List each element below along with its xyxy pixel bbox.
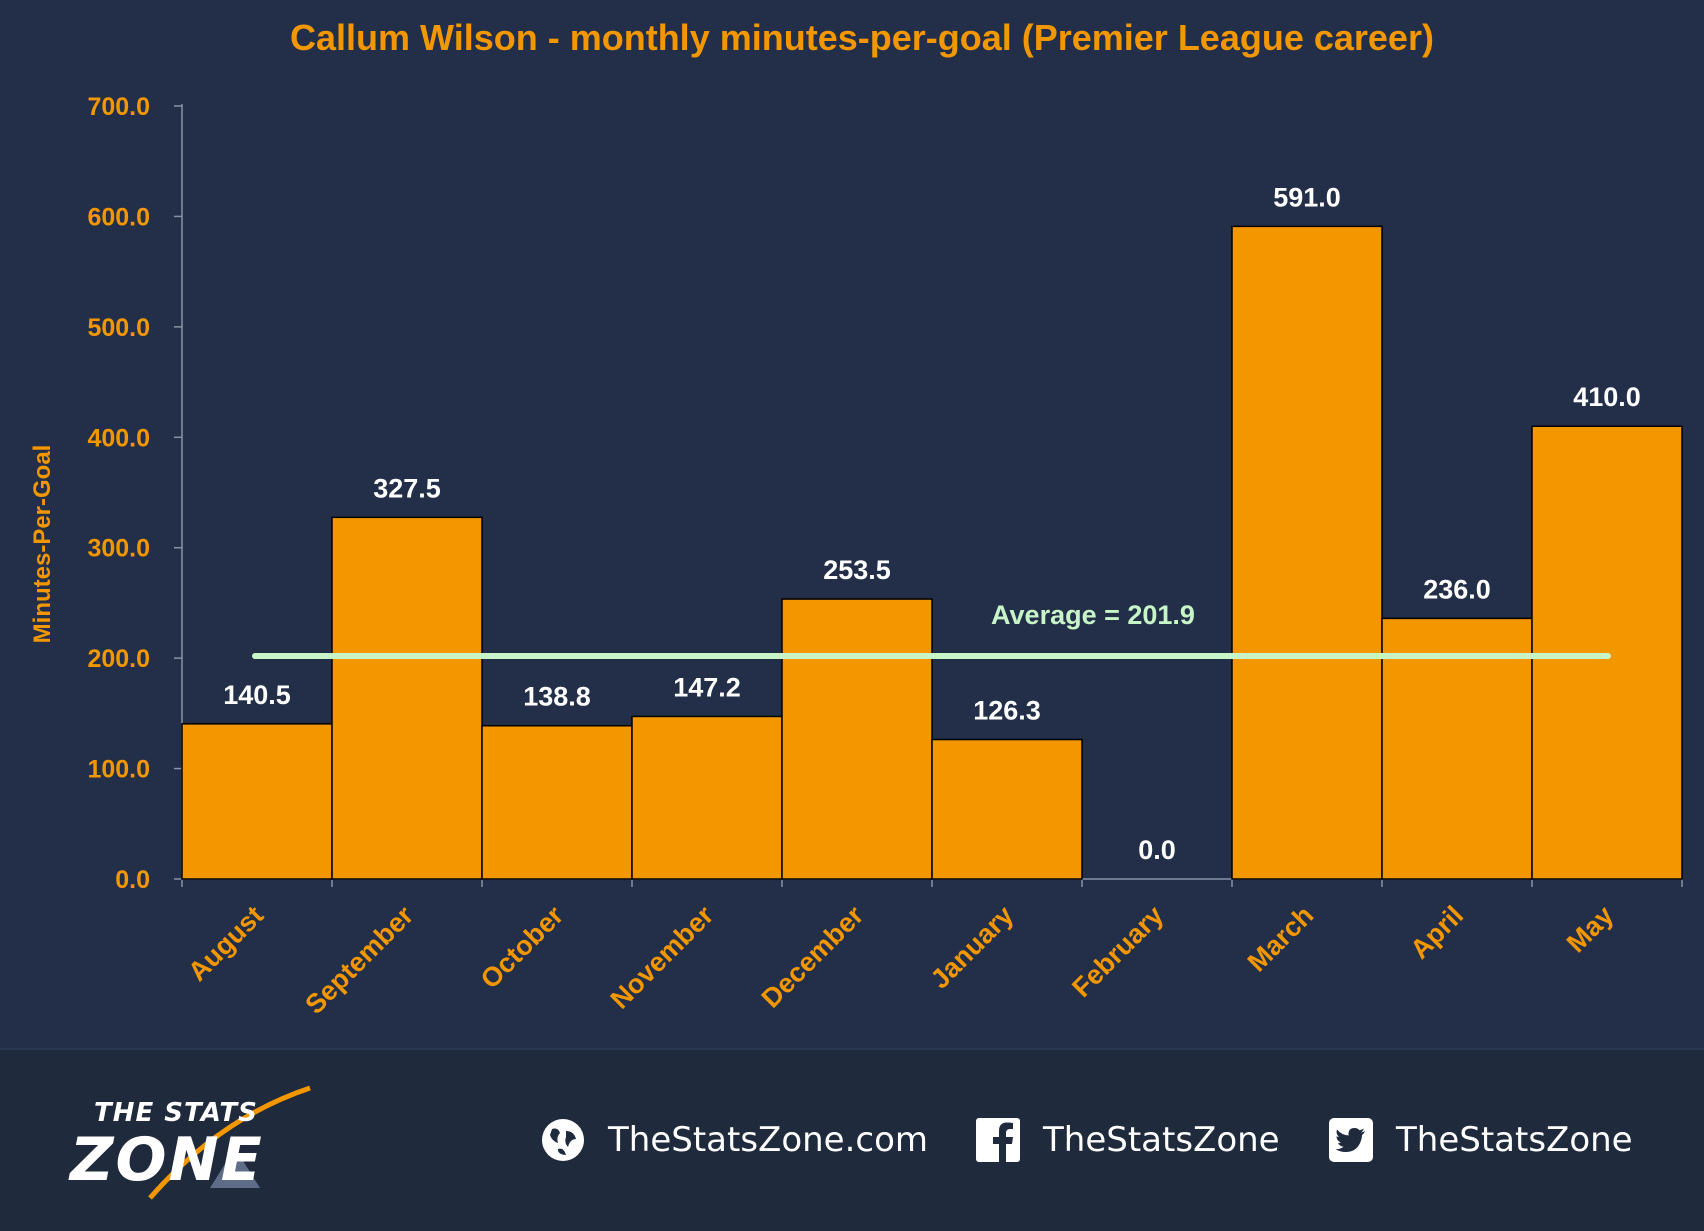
value-label: 253.5: [823, 555, 891, 585]
bar-august: [181, 723, 333, 880]
y-tick-label: 700.0: [87, 93, 150, 121]
facebook-icon: [976, 1118, 1020, 1162]
stats-zone-logo[interactable]: THE STATS ZONE: [60, 1078, 370, 1208]
value-label: 236.0: [1423, 574, 1491, 604]
facebook-link[interactable]: TheStatsZone: [975, 1112, 1280, 1168]
website-text: TheStatsZone.com: [608, 1120, 929, 1160]
bar-december: [781, 598, 933, 880]
value-label: 147.2: [673, 672, 741, 702]
footer: THE STATS ZONE TheStatsZone.com TheStats…: [0, 1048, 1704, 1231]
value-labels: 140.5 327.5 138.8 147.2 253.5 126.3 0.0 591.0 23…: [223, 182, 1641, 865]
value-label: 126.3: [973, 696, 1041, 726]
y-tick-label: 200.0: [87, 645, 150, 673]
logo-swoosh-icon: [148, 1085, 311, 1200]
average-line-group: Average = 201.9: [252, 600, 1611, 660]
axes: 0.0 100.0 200.0 300.0 400.0 500.0 600.0 700.0: [87, 93, 1683, 894]
x-tick-label: April: [1405, 900, 1470, 965]
value-label: 140.5: [223, 680, 291, 710]
value-label: 0.0: [1138, 835, 1176, 865]
chart-area: Callum Wilson - monthly minutes-per-goal…: [29, 17, 1683, 1020]
x-tick-label: May: [1561, 900, 1619, 958]
twitter-text: TheStatsZone: [1396, 1120, 1633, 1160]
value-label: 327.5: [373, 473, 441, 503]
x-tick-label: September: [299, 900, 419, 1020]
x-tick-label: December: [756, 900, 870, 1014]
chart-title: Callum Wilson - monthly minutes-per-goal…: [290, 17, 1434, 58]
globe-icon: [542, 1119, 584, 1161]
x-tick-label: August: [182, 900, 269, 987]
x-tick-label: October: [475, 900, 570, 995]
x-tick-label: January: [925, 900, 1019, 994]
logo-text-top: THE STATS: [94, 1098, 258, 1128]
bars: [181, 225, 1683, 880]
y-tick-label: 100.0: [87, 756, 150, 784]
twitter-link[interactable]: TheStatsZone: [1328, 1112, 1633, 1168]
bar-october: [481, 724, 633, 880]
value-label: 138.8: [523, 682, 591, 712]
bar-march: [1231, 225, 1383, 880]
y-axis-label: Minutes-Per-Goal: [29, 445, 56, 644]
bar-april: [1381, 617, 1533, 880]
y-tick-label: 500.0: [87, 314, 150, 342]
bar-may: [1531, 425, 1683, 880]
bar-chart: Callum Wilson - monthly minutes-per-goal…: [29, 17, 1683, 1020]
x-tick-label: November: [605, 900, 720, 1015]
logo-text-bottom: ZONE: [70, 1125, 264, 1195]
facebook-text: TheStatsZone: [1043, 1120, 1280, 1160]
y-tick-label: 300.0: [87, 535, 150, 563]
value-label: 410.0: [1573, 382, 1641, 412]
bar-january: [931, 738, 1083, 880]
y-tick-label: 600.0: [87, 203, 150, 231]
bar-september: [331, 516, 483, 880]
average-label: Average = 201.9: [991, 600, 1195, 630]
website-link[interactable]: TheStatsZone.com: [540, 1112, 928, 1168]
y-tick-label: 0.0: [115, 866, 150, 894]
x-tick-label: February: [1066, 900, 1169, 1003]
x-tick-label: March: [1242, 900, 1319, 977]
bar-november: [631, 715, 783, 880]
y-tick-label: 400.0: [87, 424, 150, 452]
x-tick-labels: August September October November December Ja…: [182, 900, 1619, 1020]
value-label: 591.0: [1273, 182, 1341, 212]
twitter-icon: [1329, 1118, 1373, 1162]
